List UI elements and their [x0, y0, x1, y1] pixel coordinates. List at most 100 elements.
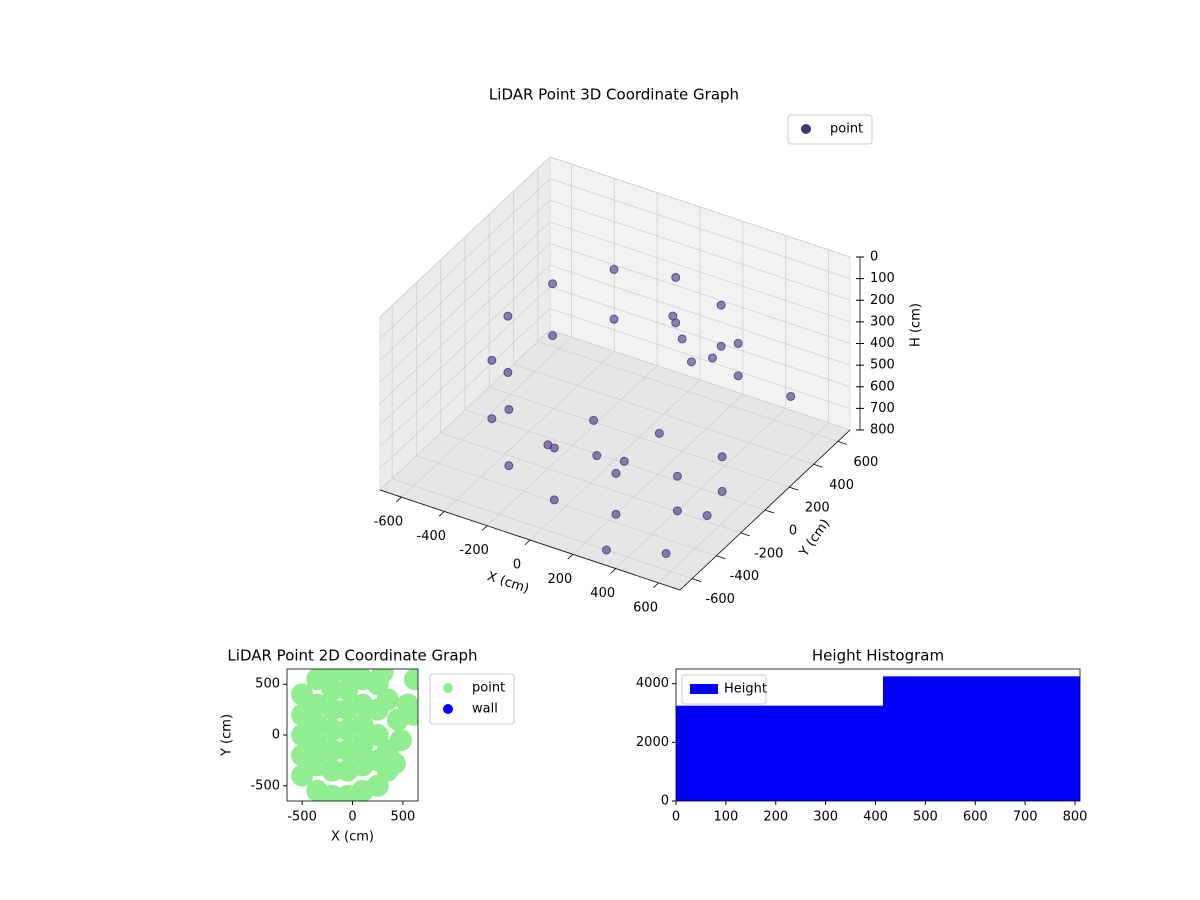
legend-marker	[443, 683, 453, 693]
point-3d	[549, 495, 559, 505]
point-3d	[686, 357, 696, 367]
grid-line	[379, 264, 551, 426]
y-axis-label: Y (cm)	[796, 516, 833, 560]
z-tick-label: 100	[870, 271, 895, 286]
point-3d	[717, 452, 727, 462]
x-axis-label: X (cm)	[331, 830, 374, 845]
y-tick	[740, 532, 750, 537]
x-tick-label: 200	[547, 572, 572, 587]
x-tick	[396, 496, 402, 503]
grid-line	[379, 308, 551, 469]
grid-line	[379, 178, 551, 339]
z-tick-label: 400	[870, 336, 895, 351]
grid-line	[464, 409, 766, 511]
point-2d	[371, 669, 394, 684]
y-tick	[692, 578, 702, 582]
legend-label: point	[472, 681, 505, 696]
grid-line	[549, 156, 851, 258]
point-3d	[672, 471, 682, 481]
chart-title: LiDAR Point 2D Coordinate Graph	[227, 647, 477, 665]
y-tick	[813, 463, 823, 468]
point-3d	[654, 428, 664, 438]
legend-label: Height	[724, 682, 767, 697]
point-3d	[619, 456, 629, 466]
x-tick	[653, 582, 659, 588]
x-tick	[567, 553, 574, 560]
y-tick	[764, 509, 775, 514]
y-tick-label: 0	[789, 524, 797, 539]
grid-line	[549, 221, 851, 323]
grid-line	[379, 156, 551, 318]
grid-line	[440, 432, 741, 534]
y-tick	[789, 486, 799, 491]
grid-line	[379, 329, 551, 491]
point-3d	[504, 404, 514, 414]
legend-marker	[443, 704, 453, 714]
chart-title: LiDAR Point 3D Coordinate Graph	[489, 86, 739, 104]
x-tick-label: 100	[713, 810, 738, 825]
point-2d	[321, 759, 344, 782]
y-tick-label: -200	[754, 546, 784, 561]
point-3d	[543, 440, 553, 450]
y-tick-label: 400	[829, 478, 854, 493]
legend-box	[787, 114, 873, 145]
z-tick-label: 300	[870, 314, 895, 329]
x-tick	[524, 539, 531, 546]
point-2d	[389, 729, 412, 752]
point-3d	[487, 355, 497, 365]
legend-label: point	[830, 122, 863, 137]
legend-label: wall	[472, 702, 498, 717]
y-tick-label: 500	[255, 677, 280, 692]
grid-line	[537, 341, 838, 442]
grid-line	[379, 243, 551, 404]
point-3d	[589, 415, 599, 425]
x-tick-label: 0	[513, 558, 521, 573]
hist-bar	[676, 705, 883, 801]
x-tick-label: 400	[863, 810, 888, 825]
z-tick-label: 700	[870, 401, 895, 416]
point-3d	[668, 311, 678, 321]
y-tick-label: 200	[805, 501, 830, 516]
point-3d	[487, 414, 497, 424]
chart-title: Height Histogram	[812, 647, 944, 665]
point-2d	[401, 703, 418, 726]
point-3d	[661, 548, 671, 558]
z-tick-label: 500	[870, 358, 895, 373]
y-tick-label: 2000	[636, 735, 669, 750]
point-3d	[786, 391, 796, 401]
x-tick-label: -200	[459, 543, 489, 558]
legend-swatch	[690, 684, 718, 694]
point-3d	[611, 468, 621, 478]
x-tick-label: 500	[913, 810, 938, 825]
legend-marker	[801, 124, 811, 134]
plot-frame	[675, 668, 1081, 802]
point-2d	[321, 678, 344, 701]
point-3d	[672, 506, 682, 516]
y-tick-label: -600	[705, 592, 735, 607]
x-axis-label: X (cm)	[485, 569, 531, 597]
x-tick-label: 600	[633, 600, 658, 615]
grid-line	[549, 199, 851, 301]
x-tick-label: 200	[763, 810, 788, 825]
grid-line	[392, 478, 693, 579]
grid-line	[513, 363, 814, 465]
point-3d	[548, 279, 558, 289]
z-tick-label: 0	[870, 250, 878, 265]
grid-line	[489, 386, 790, 488]
x-tick	[481, 525, 488, 531]
point-2d	[321, 739, 344, 762]
x-tick-label: 600	[963, 810, 988, 825]
point-3d	[716, 341, 726, 351]
point-3d	[717, 486, 727, 496]
x-tick-label: 500	[390, 810, 415, 825]
point-3d	[503, 311, 513, 321]
point-3d	[504, 461, 514, 471]
x-tick-label: -600	[374, 515, 404, 530]
point-3d	[609, 314, 619, 324]
point-2d	[403, 669, 418, 691]
y-tick-label: 0	[272, 728, 280, 743]
point-3d	[611, 509, 621, 519]
grid-line	[549, 178, 851, 280]
legend-box	[681, 674, 767, 705]
point-3d	[733, 371, 743, 381]
